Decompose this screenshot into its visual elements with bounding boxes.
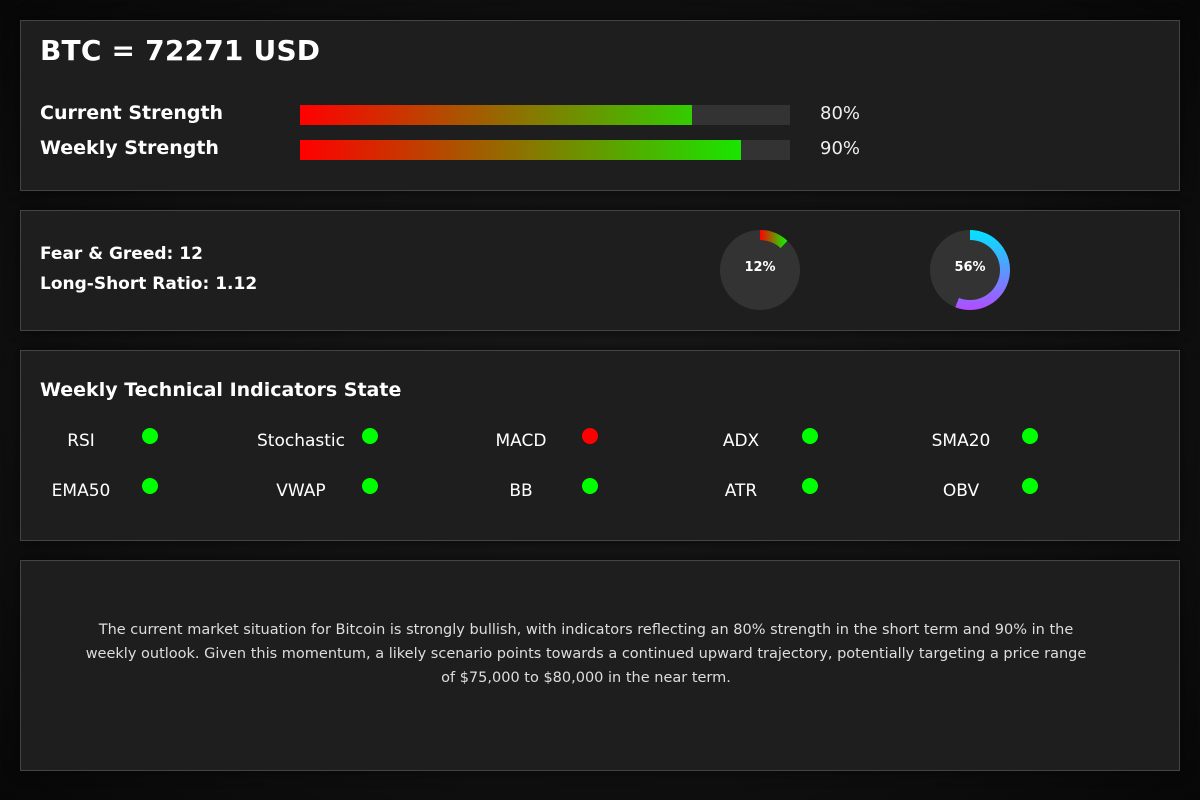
indicator-name: OBV — [942, 481, 980, 501]
long-short-gauge-label: 56% — [954, 260, 986, 275]
strength-panel: BTC = 72271 USD Current Strength 80% Wee… — [20, 20, 1180, 191]
indicator-name: SMA20 — [931, 431, 991, 451]
long-short-gauge: 56% — [930, 230, 1011, 310]
indicator-status-dot — [582, 428, 598, 444]
indicator-name: ATR — [724, 481, 758, 501]
indicator-rsi: RSI — [21, 426, 158, 456]
indicator-atr: ATR — [681, 476, 818, 506]
weekly-strength-bar — [300, 140, 790, 160]
indicator-stochastic: Stochastic — [241, 426, 378, 456]
fear-greed-text: Fear & Greed: 12 — [40, 244, 203, 264]
indicator-status-dot — [362, 428, 378, 444]
fear-greed-gauge-label: 12% — [744, 260, 776, 275]
long-short-text: Long-Short Ratio: 1.12 — [40, 274, 258, 294]
current-strength-bar-fill — [300, 105, 692, 125]
indicator-status-dot — [1022, 428, 1038, 444]
indicator-adx: ADX — [681, 426, 818, 456]
indicator-status-dot — [1022, 478, 1038, 494]
indicator-macd: MACD — [461, 426, 598, 456]
indicator-name: RSI — [67, 431, 95, 451]
market-summary-text: The current market situation for Bitcoin… — [85, 622, 1087, 686]
indicator-name: EMA50 — [51, 481, 111, 501]
indicators-title: Weekly Technical Indicators State — [40, 379, 402, 401]
indicator-name: MACD — [495, 431, 547, 451]
fear-greed-gauge: 12% — [720, 230, 800, 310]
weekly-strength-row: Weekly Strength 90% — [40, 136, 1160, 160]
indicator-bb: BB — [461, 476, 598, 506]
indicator-name: BB — [509, 481, 533, 501]
current-strength-label: Current Strength — [40, 102, 224, 124]
btc-price-title: BTC = 72271 USD — [40, 34, 321, 67]
indicator-name: Stochastic — [257, 431, 345, 451]
indicator-status-dot — [142, 428, 158, 444]
indicator-status-dot — [582, 478, 598, 494]
weekly-strength-bar-fill — [300, 140, 741, 160]
indicator-status-dot — [802, 428, 818, 444]
indicator-name: VWAP — [276, 481, 326, 501]
indicators-panel: Weekly Technical Indicators State RSI St… — [20, 350, 1180, 541]
indicator-vwap: VWAP — [241, 476, 378, 506]
fear-greed-gauge-hole — [730, 240, 790, 300]
current-strength-bar — [300, 105, 790, 125]
long-short-gauge-chart — [930, 230, 1011, 310]
indicator-status-dot — [362, 478, 378, 494]
indicator-name: ADX — [722, 431, 760, 451]
indicator-ema50: EMA50 — [21, 476, 158, 506]
current-strength-value: 80% — [820, 103, 861, 124]
indicator-status-dot — [142, 478, 158, 494]
sentiment-panel: Fear & Greed: 12 Long-Short Ratio: 1.12 … — [20, 210, 1180, 331]
fear-greed-gauge-chart — [720, 230, 800, 310]
weekly-strength-value: 90% — [820, 138, 861, 159]
long-short-gauge-hole — [940, 240, 1000, 300]
indicator-sma20: SMA20 — [901, 426, 1038, 456]
indicator-obv: OBV — [901, 476, 1038, 506]
indicator-status-dot — [802, 478, 818, 494]
summary-panel: The current market situation for Bitcoin… — [20, 560, 1180, 771]
current-strength-row: Current Strength 80% — [40, 101, 1160, 125]
weekly-strength-label: Weekly Strength — [40, 137, 219, 159]
